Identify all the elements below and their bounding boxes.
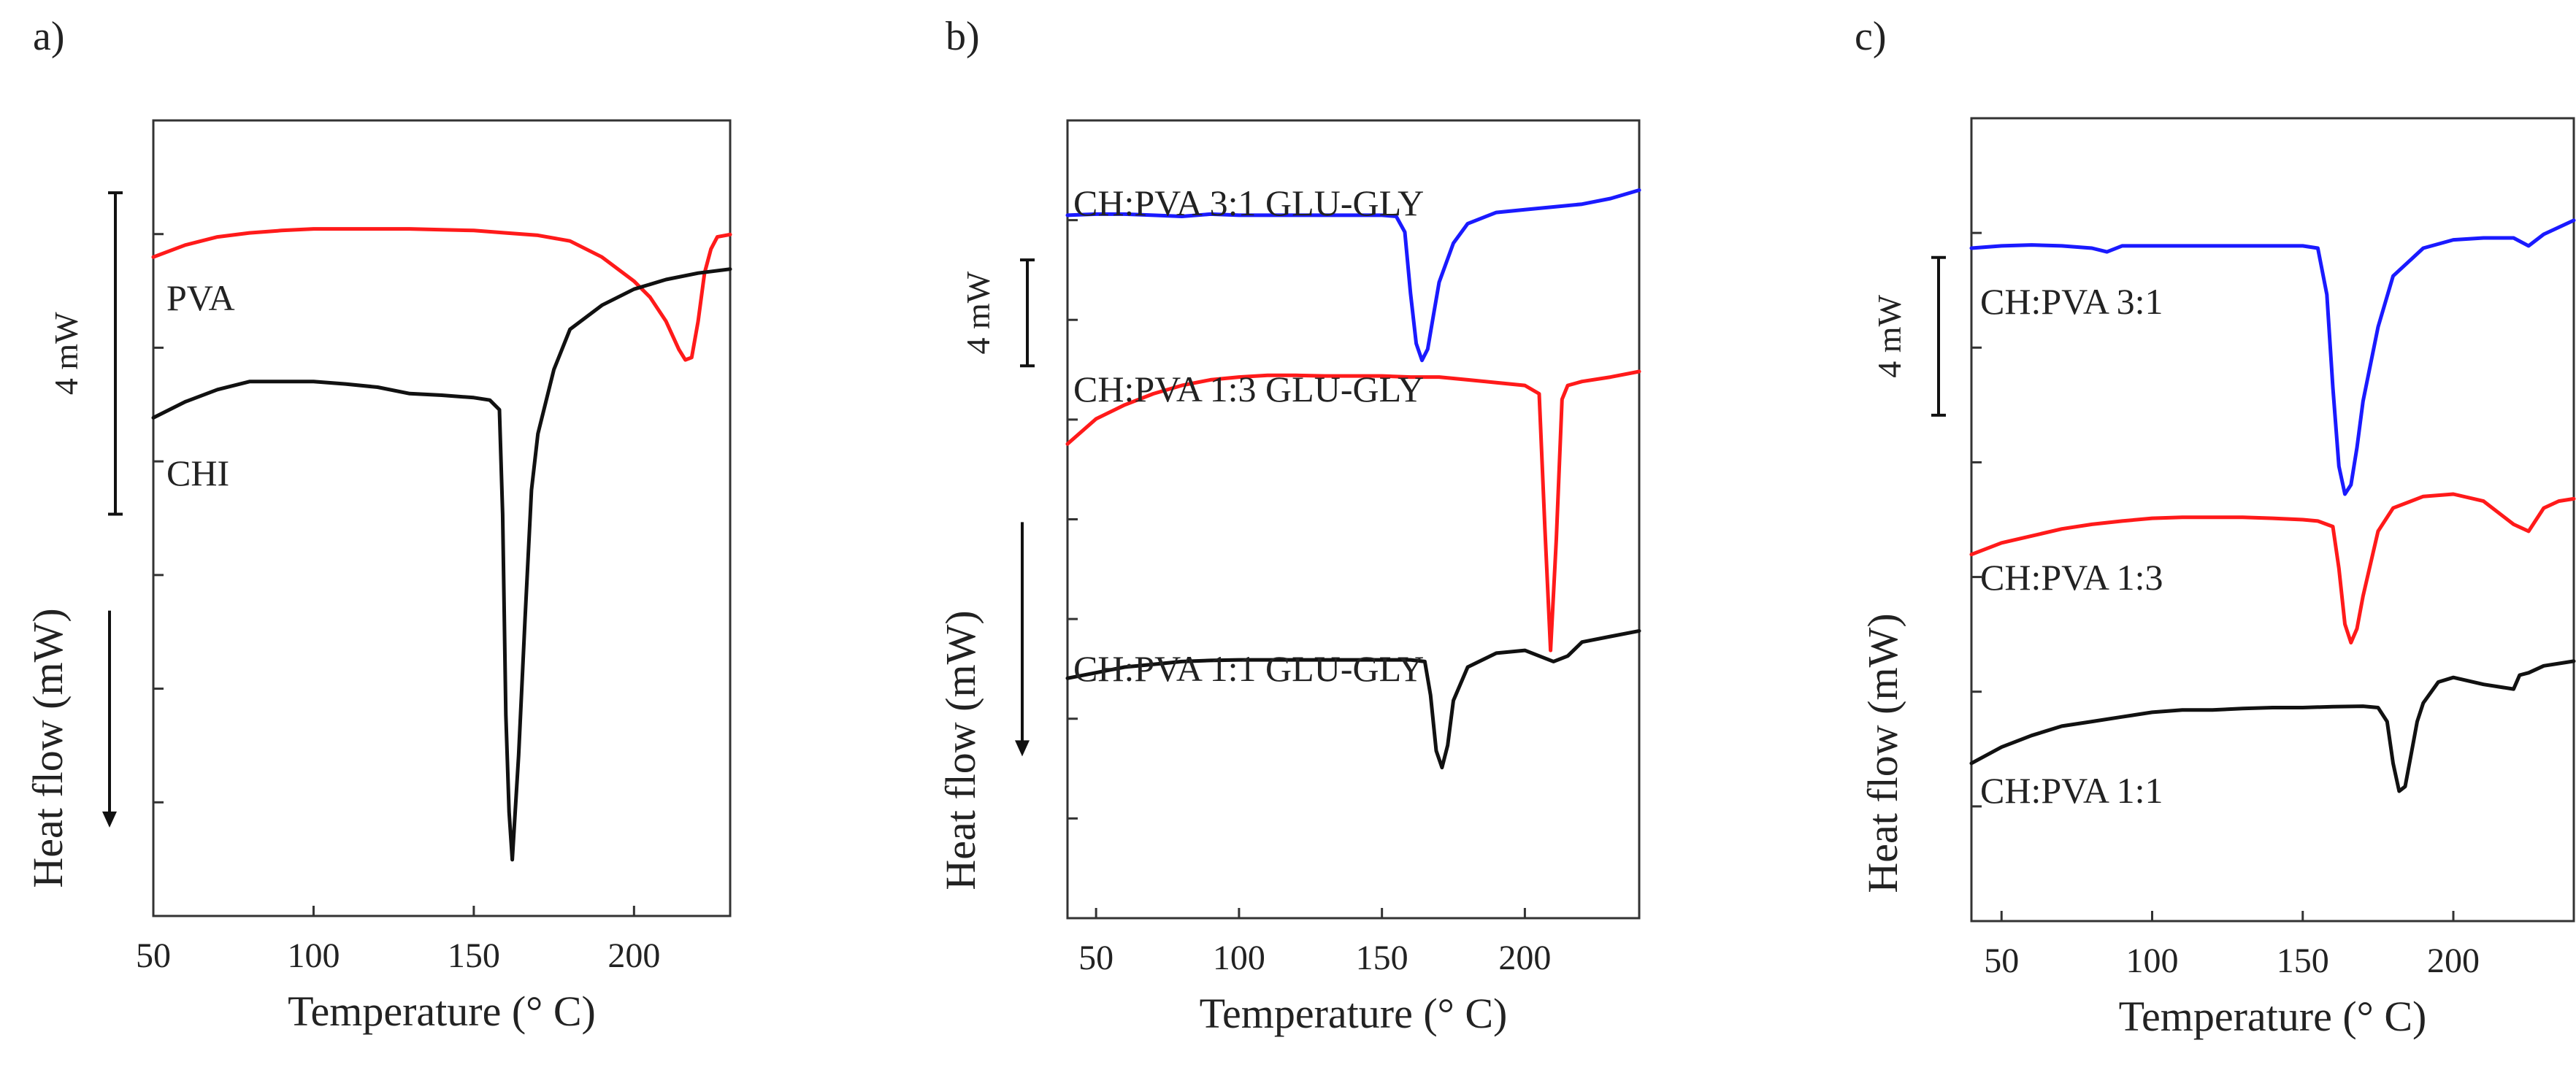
series-line-ch-pva-1-1-glu-gly: [1065, 628, 1641, 770]
x-tick-label: 200: [1498, 939, 1551, 977]
panel-label: c): [1855, 14, 1887, 59]
series-label: CH:PVA 1:1: [1980, 770, 2163, 811]
series-label: PVA: [166, 277, 235, 318]
chart-panel-1: a) 50 100 150 200 Temperature (° C) Heat flow …: [24, 14, 732, 1035]
x-tick-label: 200: [2427, 942, 2480, 980]
chart-panel-2: b) 50 100 150 200 Temperature (° C) Heat flow …: [937, 14, 1641, 1037]
series-label: CH:PVA 1:3: [1980, 557, 2163, 598]
x-tick-label: 200: [607, 936, 660, 975]
series-line-pva: [151, 227, 732, 362]
series-line-ch-pva-3-1: [1969, 218, 2576, 496]
plot-frame: [1970, 117, 2575, 923]
x-tick-label: 100: [1213, 939, 1265, 977]
y-axis-label: Heat flow (mW): [937, 610, 984, 890]
x-tick-label: 50: [1078, 939, 1113, 977]
panel-label: b): [946, 14, 980, 59]
series-label: CH:PVA 1:3 GLU-GLY: [1073, 369, 1424, 409]
x-axis-label: Temperature (° C): [288, 987, 596, 1035]
y-axis-label: Heat flow (mW): [1859, 613, 1906, 893]
panel-label: a): [33, 14, 65, 59]
x-tick-label: 50: [1984, 942, 2019, 980]
series-line-ch-pva-1-1: [1969, 659, 2576, 793]
x-axis-label: Temperature (° C): [1200, 990, 1508, 1037]
series-line-ch-pva-1-3-glu-gly: [1065, 369, 1641, 652]
x-tick-label: 150: [1356, 939, 1408, 977]
x-tick-label: 50: [136, 936, 171, 975]
x-tick-label: 100: [287, 936, 340, 975]
x-tick-label: 100: [2126, 942, 2179, 980]
y-axis-label: Heat flow (mW): [24, 608, 72, 888]
plot-frame: [1066, 119, 1641, 920]
scale-bar-label: 4 mW: [1871, 294, 1908, 377]
arrow-head-icon: [1015, 740, 1030, 757]
plot-frame: [152, 119, 732, 917]
x-tick-label: 150: [448, 936, 500, 975]
arrow-head-icon: [102, 811, 117, 828]
series-line-ch-pva-3-1-glu-gly: [1065, 188, 1641, 363]
series-line-chi: [151, 267, 732, 862]
series-label: CH:PVA 1:1 GLU-GLY: [1073, 648, 1424, 689]
series-label: CH:PVA 3:1: [1980, 281, 2163, 322]
x-tick-label: 150: [2277, 942, 2329, 980]
scale-bar-label: 4 mW: [959, 271, 997, 354]
x-axis-label: Temperature (° C): [2119, 993, 2427, 1040]
series-line-ch-pva-1-3: [1969, 492, 2576, 644]
series-label: CHI: [166, 453, 229, 493]
scale-bar-label: 4 mW: [47, 312, 85, 395]
series-label: CH:PVA 3:1 GLU-GLY: [1073, 182, 1424, 223]
